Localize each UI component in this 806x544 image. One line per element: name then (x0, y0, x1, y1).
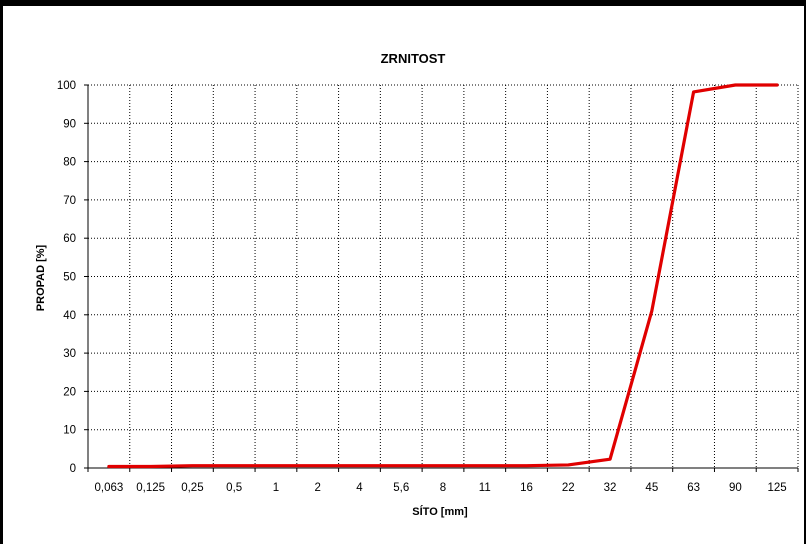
x-tick-label: 22 (562, 482, 575, 494)
x-tick-label: 16 (520, 482, 533, 494)
x-tick-label: 8 (440, 482, 446, 494)
y-tick-label: 100 (57, 80, 76, 92)
y-tick-label: 70 (63, 195, 76, 207)
series-line (107, 83, 779, 469)
x-tick-label: 0,125 (136, 482, 165, 494)
x-tick-label: 32 (604, 482, 617, 494)
x-tick-label: 0,5 (226, 482, 242, 494)
y-axis-label: PROPAD [%] (35, 244, 47, 311)
y-tick-label: 80 (63, 157, 76, 169)
chart-title: ZRNITOST (381, 51, 446, 66)
x-tick-label: 5,6 (393, 482, 409, 494)
y-tick-label: 20 (63, 386, 76, 398)
x-tick-label: 63 (687, 482, 700, 494)
x-tick-label: 45 (645, 482, 658, 494)
y-tick-label: 30 (63, 348, 76, 360)
x-tick-label: 2 (315, 482, 321, 494)
x-tick-label: 0,063 (94, 482, 123, 494)
y-tick-label: 90 (63, 118, 76, 130)
y-tick-label: 40 (63, 310, 76, 322)
x-tick-label: 4 (356, 482, 363, 494)
x-tick-label: 11 (479, 482, 491, 494)
y-tick-label: 60 (63, 233, 76, 245)
x-axis-label: SÍTO [mm] (412, 505, 468, 518)
x-tick-label: 90 (729, 482, 742, 494)
x-tick-label: 125 (768, 482, 787, 494)
y-tick-label: 0 (70, 463, 76, 475)
x-tick-label: 1 (273, 482, 279, 494)
y-tick-label: 50 (63, 272, 76, 284)
y-tick-label: 10 (63, 425, 76, 437)
x-tick-label: 0,25 (181, 482, 203, 494)
